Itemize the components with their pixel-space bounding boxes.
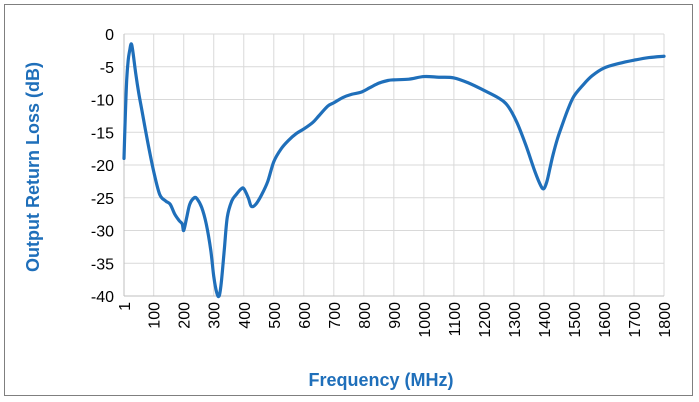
x-tick-label: 1700 [627, 302, 644, 338]
x-tick-label: 1 [117, 302, 134, 311]
x-tick-label: 1100 [447, 302, 464, 337]
x-tick-label: 1300 [507, 302, 524, 338]
x-tick-label: 1400 [537, 302, 554, 338]
x-tick-label: 400 [237, 302, 254, 329]
y-tick-label: -20 [91, 158, 114, 175]
x-tick-label: 500 [267, 302, 284, 329]
grid-lines [123, 33, 665, 297]
x-tick-label: 900 [387, 302, 404, 329]
x-tick-label: 1600 [597, 302, 614, 338]
x-tick-label: 1000 [417, 302, 434, 338]
series-layer [122, 42, 666, 299]
y-tick-label: -35 [91, 256, 114, 273]
y-tick-label: -5 [100, 60, 114, 77]
y-tick-label: -25 [91, 191, 114, 208]
x-tick-label: 1500 [567, 302, 584, 338]
x-tick-label: 1800 [657, 302, 674, 338]
y-tick-label: -10 [91, 93, 114, 110]
axes [123, 34, 664, 297]
x-tick-labels: 1 100 200 300 400 500 600 700 800 900 1000 1100 1200… [117, 302, 674, 338]
y-tick-label: -30 [91, 224, 114, 241]
x-tick-label: 300 [207, 302, 224, 329]
series-line [122, 42, 666, 299]
y-tick-label: -15 [91, 125, 114, 142]
y-tick-label: -40 [91, 289, 114, 306]
y-tick-label: 0 [105, 27, 114, 44]
x-tick-label: 1200 [477, 302, 494, 338]
x-tick-label: 200 [177, 302, 194, 329]
x-tick-label: 700 [327, 302, 344, 329]
x-tick-label: 800 [357, 302, 374, 329]
y-axis-title: Output Return Loss (dB) [23, 62, 43, 272]
x-tick-label: 600 [297, 302, 314, 329]
x-tick-label: 100 [147, 302, 164, 329]
x-axis-title: Frequency (MHz) [308, 370, 453, 390]
chart-frame [4, 4, 693, 396]
y-tick-labels: 0 -5 -10 -15 -20 -25 -30 -35 -40 [91, 27, 114, 306]
